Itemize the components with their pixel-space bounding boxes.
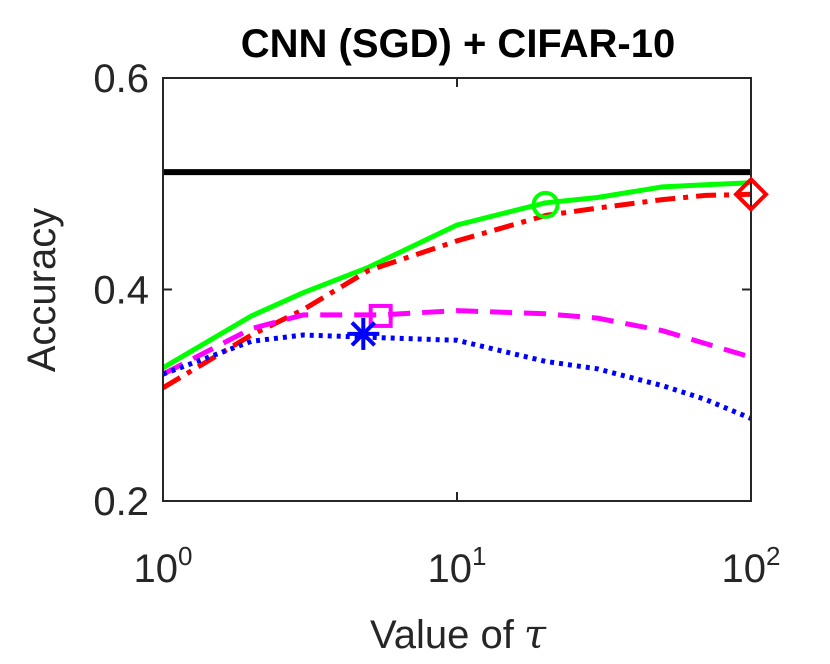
series-line-green-solid (161, 180, 752, 370)
plot-frame (162, 77, 752, 502)
y-tick-label: 0.6 (93, 57, 149, 101)
marker-layer (347, 176, 769, 350)
y-tick-label: 0.4 (93, 269, 149, 313)
y-tick-label: 0.2 (93, 480, 149, 524)
marker-circle (531, 190, 560, 219)
x-tick-exp: 2 (766, 541, 780, 571)
x-tick-exp: 0 (178, 541, 192, 571)
x-tick-base: 10 (134, 547, 179, 591)
x-axis-label-symbol: τ (524, 612, 547, 658)
x-tick-label: 101 (428, 541, 487, 591)
marker-square (368, 303, 393, 328)
x-tick-label: 102 (722, 541, 781, 591)
marker-asterisk (347, 317, 380, 350)
x-tick-label: 100 (134, 541, 193, 591)
series-line-red-dashdot (161, 191, 752, 390)
series-layer (161, 169, 752, 421)
chart-title: CNN (SGD) + CIFAR-10 (241, 22, 676, 66)
series-line-magenta-dashed (161, 308, 752, 377)
x-axis-label-text: Value of (370, 613, 515, 657)
y-axis-label: Accuracy (20, 208, 64, 373)
x-axis-label: Value of τ (370, 612, 547, 658)
marker-asterisk-stroke (350, 321, 377, 347)
marker-diamond (733, 176, 769, 213)
x-tick-base: 10 (722, 547, 767, 591)
series-line-blue-dotted (162, 332, 752, 421)
x-tick-base: 10 (428, 547, 473, 591)
x-tick-exp: 1 (472, 541, 486, 571)
